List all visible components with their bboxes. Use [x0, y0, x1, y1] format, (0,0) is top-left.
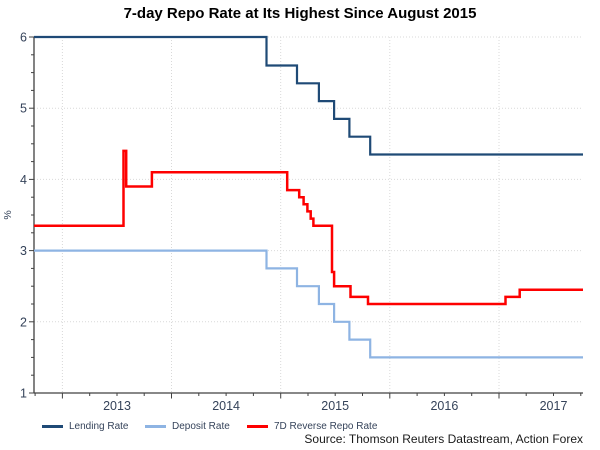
legend-item-lending-rate: Lending Rate	[42, 419, 129, 433]
svg-text:2016: 2016	[430, 399, 458, 413]
svg-text:2015: 2015	[321, 399, 349, 413]
deposit-rate-line-swatch	[145, 424, 166, 428]
svg-text:1: 1	[20, 387, 27, 401]
reverse-repo-rate-line-swatch	[247, 424, 268, 428]
chart-title: 7-day Repo Rate at Its Highest Since Aug…	[123, 5, 477, 22]
legend-label: Deposit Rate	[172, 420, 230, 432]
svg-text:4: 4	[20, 173, 27, 187]
svg-text:3: 3	[20, 244, 27, 258]
legend-item-deposit-rate: Deposit Rate	[145, 419, 230, 433]
plot-area: 1 2 3 4 5 6 2013 2014 2015 2016 2017%	[2, 31, 583, 413]
svg-text:2017: 2017	[540, 399, 568, 413]
legend: Lending Rate Deposit Rate 7D Reverse Rep…	[0, 419, 600, 433]
lending-rate-line-swatch	[42, 424, 63, 428]
svg-text:5: 5	[20, 102, 27, 116]
legend-label: Lending Rate	[69, 420, 129, 432]
svg-text:6: 6	[20, 31, 27, 45]
svg-text:2014: 2014	[212, 399, 240, 413]
svg-text:2013: 2013	[103, 399, 131, 413]
legend-item-7d-reverse-repo-rate: 7D Reverse Repo Rate	[247, 419, 377, 433]
svg-text:2: 2	[20, 315, 27, 329]
source-attribution: Source: Thomson Reuters Datastream, Acti…	[304, 432, 583, 446]
legend-label: 7D Reverse Repo Rate	[274, 420, 378, 432]
svg-text:%: %	[2, 210, 14, 219]
